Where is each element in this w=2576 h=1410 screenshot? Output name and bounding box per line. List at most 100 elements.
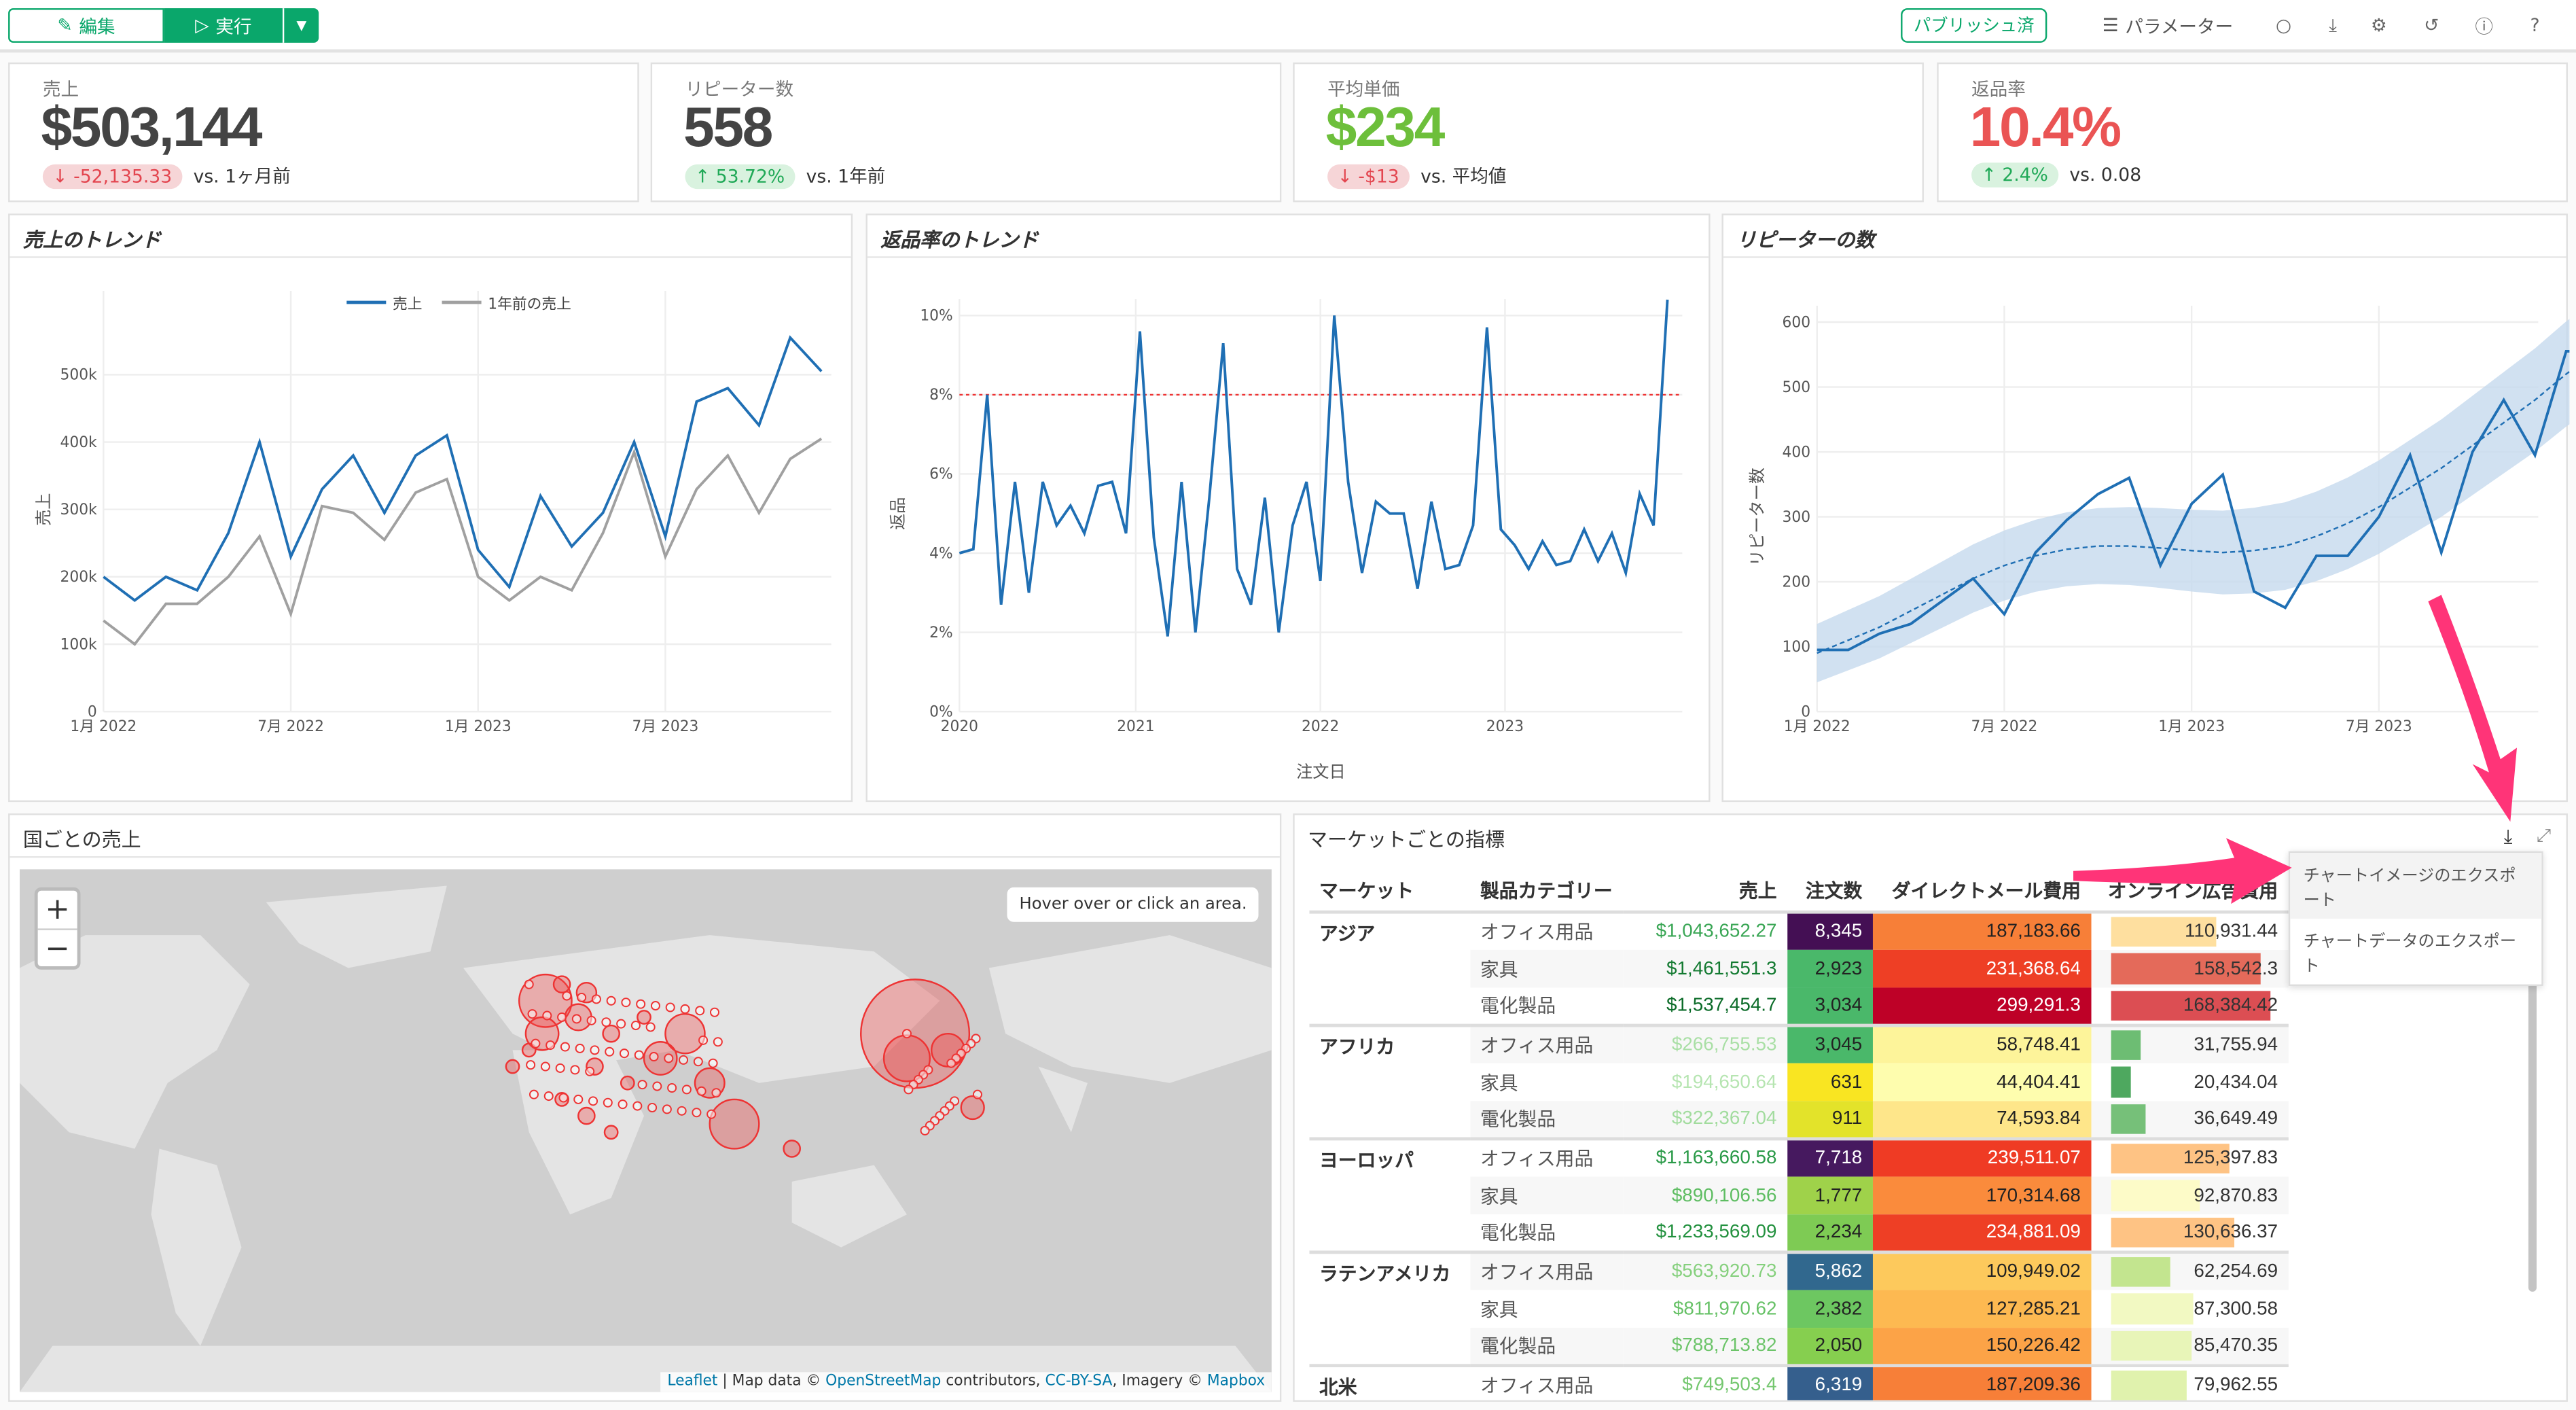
online-ad-cost-value: 79,962.55 (2194, 1375, 2278, 1396)
parameters-label: パラメーター (2125, 15, 2234, 37)
country-bubble (591, 994, 601, 1004)
country-bubble (643, 1041, 678, 1076)
orders-cell: 2,923 (1787, 949, 1872, 988)
country-bubble (677, 1106, 687, 1116)
series-line-main (959, 299, 1669, 637)
delta-value: 53.72% (715, 165, 785, 187)
edit-button[interactable]: ✎ 編集 (8, 8, 164, 43)
parameters-button[interactable]: ☰ パラメーター (2090, 8, 2246, 43)
country-bubble (904, 1085, 914, 1095)
data-bar (2110, 953, 2260, 985)
osm-link[interactable]: OpenStreetMap (825, 1373, 942, 1390)
y-tick-label: 2% (929, 624, 953, 641)
zoom-out-button[interactable]: − (45, 932, 70, 967)
column-header[interactable]: オンライン広告費用 (2090, 869, 2288, 914)
y-tick-label: 4% (929, 545, 953, 562)
data-bar (2110, 991, 2270, 1021)
menu-item-export-image[interactable]: チャートイメージのエクスポート (2290, 853, 2542, 919)
data-bar (2110, 1370, 2186, 1400)
help-icon[interactable]: ? (2530, 14, 2540, 37)
expand-icon[interactable]: ⤢ (2537, 825, 2552, 847)
x-tick-label: 2022 (1302, 718, 1339, 735)
country-bubble (706, 1109, 717, 1119)
leaflet-link[interactable]: Leaflet (667, 1373, 718, 1390)
world-map[interactable] (20, 869, 1272, 1392)
country-bubble (634, 1050, 644, 1060)
run-dropdown-button[interactable]: ▼ (282, 8, 319, 43)
country-bubble (540, 1061, 550, 1072)
table-row: 電化製品 $1,233,569.09 2,234 234,881.09 130,… (1309, 1214, 2288, 1252)
market-cell (1309, 1290, 1471, 1328)
published-label: パブリッシュ済 (1913, 16, 2035, 37)
info-icon[interactable]: ⓘ (2475, 15, 2493, 37)
map-canvas[interactable]: + − Hover over or click an area. Leaflet… (20, 869, 1272, 1392)
country-bubble (616, 1019, 626, 1029)
mapbox-link[interactable]: Mapbox (1206, 1373, 1266, 1390)
dm-cost-cell: 44,404.41 (1872, 1063, 2091, 1101)
scrollbar[interactable] (2528, 926, 2537, 1292)
column-header[interactable]: マーケット (1309, 869, 1471, 914)
column-header[interactable]: 注文数 (1787, 869, 1872, 914)
kpi-card: 平均単価 $234 ↓ -$13 vs. 平均値 (1293, 62, 1924, 202)
data-bar (2110, 1180, 2200, 1212)
country-bubble (972, 1089, 982, 1099)
toolbar: ✎ 編集 ▷ 実行 ▼ パブリッシュ済 ☰ パラメーター ○ ⤓ ⚙ ↺ ⓘ ? (0, 0, 2576, 53)
gear-icon[interactable]: ⚙ (2370, 14, 2387, 37)
sales-cell: $1,163,660.58 (1622, 1137, 1787, 1177)
online-ad-cost-cell: 130,636.37 (2090, 1214, 2288, 1252)
history-icon[interactable]: ↺ (2424, 14, 2439, 37)
category-cell: 電化製品 (1470, 1214, 1623, 1252)
country-bubble (664, 1053, 674, 1063)
download-icon[interactable]: ⤓ (2329, 14, 2338, 35)
column-header[interactable]: ダイレクトメール費用 (1872, 869, 2091, 914)
market-cell (1309, 1328, 1471, 1366)
country-bubble (603, 1097, 613, 1108)
country-bubble (693, 1057, 703, 1067)
country-bubble (606, 995, 616, 1006)
x-tick-label: 7月 2022 (257, 718, 324, 735)
run-button[interactable]: ▷ 実行 (164, 8, 283, 43)
dm-cost-cell: 109,949.02 (1872, 1250, 2091, 1290)
delta-badge: ↑ 2.4% (1971, 162, 2058, 188)
caret-down-icon: ▼ (296, 18, 307, 33)
chart-header: 返品率のトレンド (867, 215, 1709, 258)
x-tick-label: 1月 2023 (2158, 718, 2225, 735)
ccbysa-link[interactable]: CC-BY-SA (1045, 1373, 1113, 1390)
market-cell: アジア (1309, 912, 1471, 950)
country-bubble (652, 1081, 662, 1091)
country-bubble (621, 998, 631, 1008)
y-tick-label: 300k (60, 501, 98, 518)
menu-item-export-data[interactable]: チャートデータのエクスポート (2303, 933, 2517, 976)
column-header[interactable]: 製品カテゴリー (1470, 869, 1623, 914)
y-tick-label: 400 (1783, 444, 1811, 461)
country-bubble (667, 1082, 677, 1093)
zoom-in-button[interactable]: + (37, 891, 77, 930)
kpi-label: 返品率 (1971, 79, 2026, 101)
export-menu: チャートイメージのエクスポート チャートデータのエクスポート (2288, 851, 2543, 987)
online-ad-cost-cell: 85,470.35 (2090, 1328, 2288, 1366)
return-rate-chart: 返品率のトレンド 0% 2% 4% 6% 8% 10% 2020 2021 2022 2023 返品… (865, 213, 1712, 803)
line-chart[interactable]: 0 100 200 300 400 500 600 1月 2022 7月 2022 1月 2023… (1723, 258, 2570, 800)
column-header[interactable]: 売上 (1622, 869, 1787, 914)
country-bubble (711, 1088, 721, 1098)
kpi-value: 10.4% (1969, 96, 2122, 160)
sales-trend-chart: 売上のトレンド 0 100k 200k 300k 400k 500k 1月 2022 7月 2… (8, 213, 855, 803)
kpi-label: 平均単価 (1327, 79, 1400, 101)
series-line-main (103, 335, 823, 602)
line-chart[interactable]: 0 100k 200k 300k 400k 500k 1月 2022 7月 2022 1月 20… (10, 258, 855, 800)
comment-icon[interactable]: ○ (2275, 14, 2292, 37)
data-bar (2110, 1104, 2145, 1134)
market-cell: 北米 (1309, 1364, 1471, 1400)
published-button[interactable]: パブリッシュ済 (1901, 8, 2047, 43)
repeaters-chart: リピーターの数 0 100 200 300 400 500 600 1月 2022 7月 202… (1721, 213, 2570, 803)
download-icon[interactable]: ⤓ (2503, 825, 2513, 848)
x-tick-label: 7月 2023 (2346, 718, 2412, 735)
chart-title: 国ごとの売上 (22, 828, 141, 851)
online-ad-cost-cell: 31,755.94 (2090, 1023, 2288, 1063)
category-cell: 家具 (1470, 1176, 1623, 1215)
play-icon: ▷ (195, 14, 209, 37)
online-ad-cost-value: 130,636.37 (2183, 1222, 2278, 1243)
table-row: ラテンアメリカ オフィス用品 $563,920.73 5,862 109,949… (1309, 1250, 2288, 1290)
dm-cost-cell: 187,183.66 (1872, 912, 2091, 950)
